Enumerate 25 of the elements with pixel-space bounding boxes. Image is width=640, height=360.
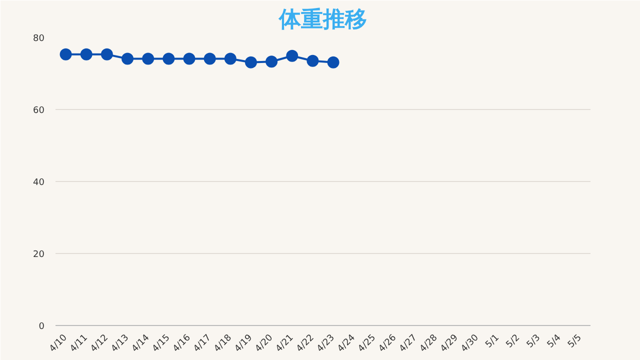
point xyxy=(244,56,257,68)
y-tick-label: 0 xyxy=(38,322,45,332)
chart-title: 体重推移 xyxy=(278,8,367,32)
point xyxy=(122,52,134,65)
x-tick-label: 5/1 xyxy=(484,332,502,350)
y-tick-label: 80 xyxy=(33,34,45,44)
y-tick-label: 40 xyxy=(33,178,45,188)
point xyxy=(266,56,278,68)
point xyxy=(183,52,196,65)
point xyxy=(306,54,319,67)
point xyxy=(162,52,175,65)
x-tick-label: 5/4 xyxy=(546,332,564,350)
y-tick-label: 60 xyxy=(33,106,45,116)
point xyxy=(80,48,92,60)
point xyxy=(224,52,236,65)
point xyxy=(327,56,340,68)
x-tick-label: 5/5 xyxy=(566,332,584,350)
y-tick-label: 20 xyxy=(33,250,45,260)
point xyxy=(60,48,72,60)
point xyxy=(286,50,298,62)
x-tick-label: 5/2 xyxy=(504,332,522,350)
point xyxy=(204,52,216,65)
point xyxy=(100,48,113,60)
point xyxy=(142,52,154,65)
x-tick-label: 5/3 xyxy=(525,332,543,350)
